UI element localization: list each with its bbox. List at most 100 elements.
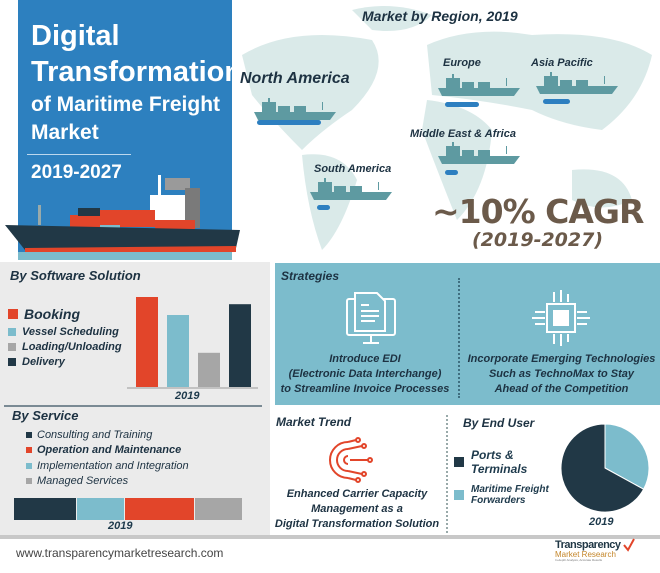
section-divider [4, 405, 262, 407]
legend-item-delivery: Delivery [8, 354, 122, 369]
legend-label: Delivery [22, 355, 65, 368]
cagr-period: (2019-2027) [472, 229, 604, 251]
software-service-panel: By Software Solution Booking Vessel Sche… [0, 262, 270, 535]
end-user-pie-chart [560, 423, 650, 513]
region-share-bar [317, 205, 330, 210]
software-year: 2019 [175, 390, 200, 402]
legend-item: Managed Services [26, 474, 189, 490]
software-bar-chart [127, 297, 258, 389]
software-legend: Booking Vessel Scheduling Loading/Unload… [8, 304, 122, 369]
legend-item: Consulting and Training [26, 427, 189, 443]
strategies-panel: Strategies Introduce EDI (Electronic Dat… [275, 263, 660, 405]
company-logo: Transparency Market Research In-depth An… [555, 540, 621, 562]
bar-delivery [229, 304, 251, 387]
region-label: Middle East & Africa [410, 128, 516, 140]
legend-label: Ports & Terminals [471, 448, 528, 476]
ship-icon [254, 98, 336, 120]
service-stacked-bar [14, 498, 242, 520]
title-line-3: of Maritime Freight [31, 93, 221, 116]
logo-line-2: Market Research [555, 550, 616, 559]
computer-document-icon [346, 292, 396, 344]
end-user-year: 2019 [589, 516, 614, 528]
strategy-emerging-tech: Incorporate Emerging Technologies Such a… [463, 352, 660, 397]
service-year: 2019 [108, 520, 133, 532]
legend-label: Operation and Maintenance [37, 444, 182, 457]
title-divider [27, 154, 131, 155]
strategy-line: Introduce EDI [329, 353, 401, 365]
segment-operation-and-maintenance [125, 498, 194, 520]
region-label: Europe [443, 57, 481, 69]
chip-icon [532, 290, 590, 346]
strategy-line: to Streamline Invoice Processes [280, 383, 450, 395]
trend-line: Enhanced Carrier Capacity [286, 488, 428, 500]
title-line-4: Market [31, 121, 99, 144]
ship-icon [536, 72, 618, 94]
legend-item-ports: Ports & Terminals [454, 448, 531, 476]
region-label: Asia Pacific [531, 57, 593, 69]
region-map: Market by Region, 2019 North America Euro… [232, 0, 660, 260]
bar-loading-unloading [198, 352, 220, 387]
legend-item: Operation and Maintenance [26, 443, 189, 459]
end-user-title: By End User [463, 416, 535, 430]
title-line-1: Digital [31, 20, 120, 52]
software-title: By Software Solution [10, 268, 141, 283]
legend-swatch [454, 457, 464, 467]
legend-label: Managed Services [37, 475, 129, 488]
region-share-bar [445, 170, 458, 175]
region-title: Market by Region, 2019 [362, 8, 518, 24]
legend-swatch [8, 327, 16, 336]
legend-item: Implementation and Integration [26, 458, 189, 474]
legend-item-booking: Booking [8, 304, 122, 324]
title-panel: Digital Transformation of Maritime Freig… [18, 0, 242, 255]
service-title: By Service [12, 408, 79, 423]
cagr-value: ~10% CAGR [432, 192, 644, 231]
legend-label: Maritime Freight Forwarders [471, 484, 549, 506]
region-label: South America [314, 163, 392, 175]
footer-divider [0, 535, 660, 539]
segment-managed-services [194, 498, 242, 520]
title-line-2: Transformation [31, 56, 243, 88]
segment-consulting-and-training [14, 498, 76, 520]
segment-implementation-and-integration [76, 498, 125, 520]
strategies-title: Strategies [281, 269, 340, 283]
legend-swatch [8, 309, 18, 319]
region-label: North America [240, 70, 350, 87]
website-link[interactable]: www.transparencymarketresearch.com [16, 546, 224, 560]
trend-text: Enhanced Carrier Capacity Management as … [272, 487, 442, 532]
ship-icon [438, 74, 520, 96]
legend-swatch [26, 431, 32, 438]
legend-label: Implementation and Integration [37, 459, 189, 472]
legend-label: Booking [24, 306, 80, 322]
region-share-bar [543, 99, 570, 104]
logo-line-1: Transparency [555, 539, 621, 551]
logo-tagline: In-depth Analysis, Accurate Results [555, 558, 603, 562]
legend-swatch [26, 447, 32, 454]
strategy-line: Such as TechnoMax to Stay [488, 368, 635, 380]
ship-icon [438, 142, 520, 164]
cargo-ship-illustration [5, 175, 240, 260]
legend-item-loading-unloading: Loading/Unloading [8, 339, 122, 354]
pie-slice-maritime-freight-forwarders [604, 423, 650, 490]
trend-line: Management as a [311, 503, 403, 515]
legend-label: Vessel Scheduling [22, 325, 119, 338]
pie-slice-ports-terminals [560, 423, 645, 513]
legend-swatch [454, 490, 464, 500]
strategy-line: Ahead of the Competition [494, 383, 629, 395]
legend-label: Consulting and Training [37, 428, 153, 441]
legend-swatch [8, 342, 16, 351]
legend-label: Loading/Unloading [22, 340, 122, 353]
strategy-divider [458, 278, 460, 398]
period: 2019-2027 [31, 162, 122, 183]
bar-booking [136, 297, 158, 387]
trend-line: Digital Transformation Solution [274, 518, 440, 530]
legend-swatch [26, 478, 32, 485]
legend-item-forwarders: Maritime Freight Forwarders [454, 484, 561, 506]
ship-icon [310, 178, 392, 200]
region-share-bar [257, 120, 321, 125]
trend-divider [446, 415, 448, 533]
bar-vessel-scheduling [167, 315, 189, 387]
checkmark-logo-icon [623, 538, 635, 552]
strategy-line: (Electronic Data Interchange) [288, 368, 442, 380]
legend-item-vessel-scheduling: Vessel Scheduling [8, 324, 122, 339]
region-share-bar [445, 102, 479, 107]
